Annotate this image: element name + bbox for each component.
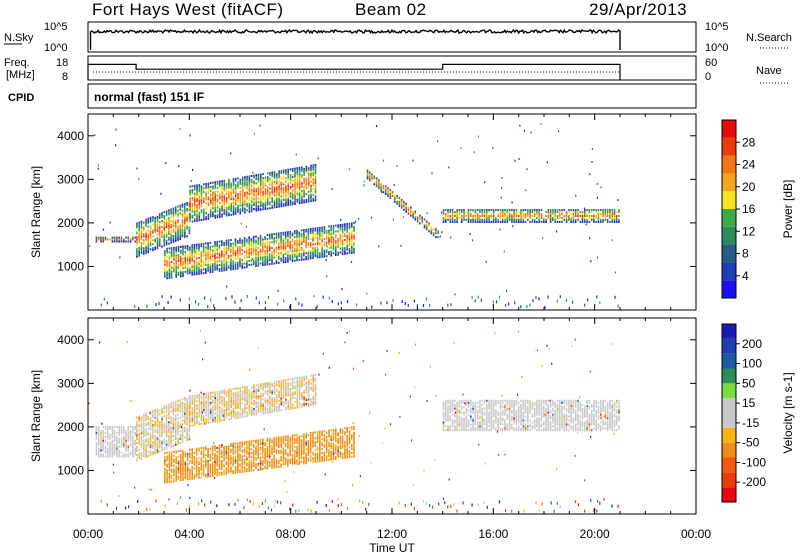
x-tick-label: 04:00 <box>174 527 204 541</box>
velocity-tick-label: -200 <box>742 475 766 489</box>
nsky-tick-top: 10^5 <box>44 21 68 33</box>
velocity-swatch <box>722 338 736 354</box>
power-heatmap <box>89 123 620 309</box>
freq-tick-top: 18 <box>56 57 68 69</box>
freq-line <box>87 63 621 80</box>
freq-panel-frame <box>87 55 697 81</box>
nsky-series <box>89 28 621 50</box>
chart-title: Fort Hays West (fitACF) <box>92 0 284 19</box>
power-tick-label: 20 <box>742 180 756 194</box>
x-tick-label: 00:00 <box>73 527 103 541</box>
power-swatch <box>722 137 736 156</box>
y-tick-label: 1000 <box>57 463 84 477</box>
x-axis-label: Time UT <box>369 541 415 554</box>
y-tick-label: 3000 <box>57 376 84 390</box>
velocity-swatch <box>722 427 736 443</box>
y-tick-label: 4000 <box>57 129 84 143</box>
cpid-label: CPID <box>8 92 34 104</box>
nsearch-tick-bottom: 10^0 <box>705 42 729 54</box>
velocity-swatch <box>722 472 736 488</box>
cpid-panel-frame <box>87 83 697 109</box>
y-tick-label: 1000 <box>57 259 84 273</box>
velocity-swatch <box>722 353 736 369</box>
power-colorbar-label: Power [dB] <box>781 180 795 239</box>
power-swatch <box>722 244 736 263</box>
velocity-colorbar-label: Velocity [m s-1] <box>781 372 795 453</box>
nsky-tick-bottom: 10^0 <box>44 42 68 54</box>
power-tick-label: 4 <box>742 269 749 283</box>
power-swatch <box>722 280 736 298</box>
y-tick-label: 2000 <box>57 216 84 230</box>
y-tick-label: 4000 <box>57 333 84 347</box>
time-axis: 00:00 04:00 08:00 12:00 16:00 20:00 00:00 Time … <box>73 527 711 554</box>
power-axes: 1000 2000 3000 4000 Slant Range [km] <box>29 114 697 310</box>
date-label: 29/Apr/2013 <box>589 0 688 19</box>
velocity-frame <box>721 323 737 503</box>
velocity-swatch <box>722 442 736 458</box>
cpid-text: normal (fast) 151 IF <box>94 90 204 104</box>
freq-unit-label: [MHz] <box>6 69 35 81</box>
power-swatch <box>722 120 736 138</box>
nsky-line <box>89 28 621 50</box>
power-swatch <box>722 262 736 281</box>
power-swatch <box>722 191 736 209</box>
x-tick-label: 08:00 <box>276 527 306 541</box>
power-colorbar: 4 8 12 16 20 24 28 Power [dB] <box>721 119 795 299</box>
velocity-tick-label: 200 <box>742 337 762 351</box>
freq-tick-bottom: 8 <box>62 71 68 83</box>
power-tick-label: 8 <box>742 247 749 261</box>
velocity-tick-label: -50 <box>742 436 760 450</box>
velocity-tick-label: 100 <box>742 357 762 371</box>
power-swatch <box>722 155 736 174</box>
velocity-tick-label: 15 <box>742 396 756 410</box>
freq-label: Freq. <box>4 57 30 69</box>
nsky-label: N.Sky <box>4 32 34 44</box>
velocity-tick-label: -15 <box>742 416 760 430</box>
velocity-swatch <box>722 383 736 399</box>
nave-tick-top: 60 <box>705 57 717 69</box>
velocity-tick-label: 50 <box>742 376 756 390</box>
velocity-swatch <box>722 368 736 384</box>
velocity-swatch <box>722 487 736 502</box>
nsearch-label: N.Search <box>746 32 792 44</box>
velocity-swatch <box>722 413 736 428</box>
beam-label: Beam 02 <box>355 0 427 19</box>
velocity-heatmap <box>88 329 620 513</box>
power-tick-label: 16 <box>742 202 756 216</box>
power-tick-label: 28 <box>742 135 756 149</box>
power-tick-label: 12 <box>742 224 756 238</box>
velocity-swatch <box>722 324 736 339</box>
nsearch-tick-top: 10^5 <box>705 21 729 33</box>
velocity-swatch <box>722 457 736 473</box>
power-swatch <box>722 226 736 245</box>
velocity-swatch <box>722 398 736 413</box>
y-axis-label: Slant Range [km] <box>29 166 43 258</box>
y-tick-label: 3000 <box>57 172 84 186</box>
x-tick-label: 00:00 <box>681 527 711 541</box>
nave-tick-bottom: 0 <box>705 71 711 83</box>
y-axis-label: Slant Range [km] <box>29 370 43 462</box>
power-swatch <box>722 173 736 192</box>
power-tick-label: 24 <box>742 158 756 172</box>
x-tick-label: 12:00 <box>377 527 407 541</box>
velocity-colorbar: 200 100 50 15 -15 -50 -100 -200 Velocity [m s-1] <box>721 323 795 503</box>
nsky-panel-frame <box>87 21 697 53</box>
power-swatch <box>722 209 736 227</box>
y-tick-label: 2000 <box>57 420 84 434</box>
velocity-axes: 1000 2000 3000 4000 Slant Range [km] <box>29 318 697 514</box>
x-tick-label: 20:00 <box>580 527 610 541</box>
nave-label: Nave <box>756 65 782 77</box>
x-tick-label: 16:00 <box>478 527 508 541</box>
freq-series <box>87 63 621 80</box>
velocity-tick-label: -100 <box>742 455 766 469</box>
